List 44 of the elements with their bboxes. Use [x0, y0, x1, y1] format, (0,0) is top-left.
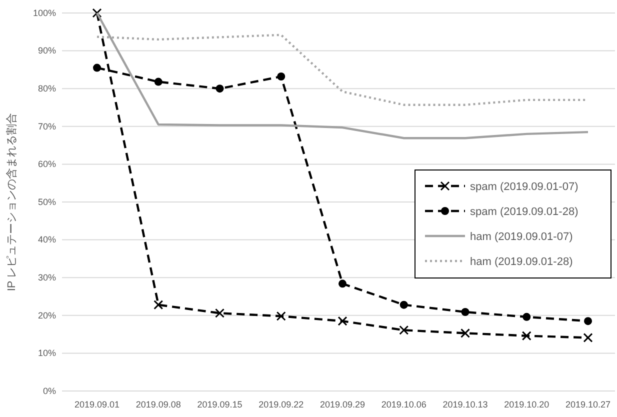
- x-tick-label: 2019.09.15: [197, 399, 242, 410]
- point: [584, 317, 592, 326]
- point: [277, 72, 286, 81]
- point: [522, 331, 532, 341]
- point: [154, 78, 162, 86]
- y-tick-label: 60%: [38, 159, 56, 170]
- y-tick-label: 100%: [32, 8, 56, 18]
- legend-label: ham (2019.09.01-28): [470, 256, 573, 268]
- y-tick-label: 30%: [38, 272, 56, 282]
- point: [92, 8, 102, 18]
- point: [154, 300, 164, 310]
- x-tick-label: 2019.10.13: [442, 399, 488, 410]
- point: [461, 308, 470, 316]
- point: [338, 280, 346, 288]
- y-tick-label: 70%: [38, 121, 56, 132]
- x-tick-label: 2019.09.01: [74, 399, 120, 410]
- point: [93, 64, 101, 72]
- point: [276, 311, 286, 321]
- legend-label: spam (2019.09.01-07): [470, 181, 578, 193]
- y-tick-label: 50%: [38, 196, 56, 207]
- point: [399, 325, 409, 335]
- x-tick-label: 2019.10.06: [381, 399, 426, 410]
- legend-label: ham (2019.09.01-07): [470, 231, 573, 243]
- point: [216, 84, 224, 93]
- y-tick-label: 10%: [38, 348, 56, 358]
- y-tick-label: 0%: [42, 386, 56, 396]
- x-tick-label: 2019.10.20: [504, 399, 550, 410]
- point: [583, 332, 593, 342]
- x-tick-label: 2019.09.29: [320, 399, 366, 410]
- y-tick-label: 20%: [38, 310, 56, 320]
- y-tick-label: 90%: [38, 46, 56, 56]
- point: [215, 308, 224, 318]
- y-tick-label: 40%: [38, 234, 56, 245]
- point: [338, 316, 348, 326]
- y-tick-label: 80%: [38, 83, 56, 94]
- point: [522, 312, 531, 321]
- point: [400, 300, 408, 309]
- y-axis-title: IP レピュテーションの含まれる割合: [5, 112, 18, 292]
- legend-label: spam (2019.09.01-28): [470, 206, 578, 218]
- line-series: [96, 12, 590, 140]
- point: [460, 328, 470, 338]
- x-tick-label: 2019.09.08: [136, 399, 181, 410]
- x-tick-label: 2019.09.22: [258, 399, 304, 410]
- x-tick-label: 2019.10.27: [565, 399, 611, 410]
